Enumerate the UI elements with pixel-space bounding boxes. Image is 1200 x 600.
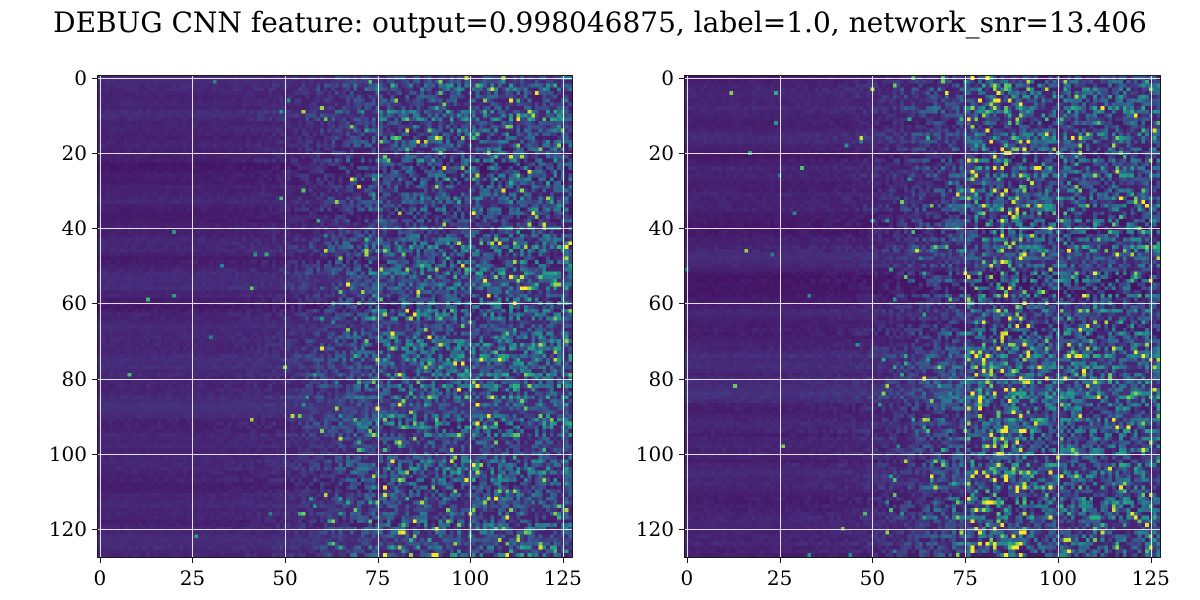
x-tick-mark (192, 557, 194, 563)
x-tick-mark (99, 557, 101, 563)
heatmap-canvas-right (685, 76, 1160, 557)
heatmap-plot-left: 0 25 50 75 100 125 0 20 40 60 80 100 120 (49, 66, 582, 590)
x-tick-mark (686, 557, 688, 563)
y-tick-label: 20 (61, 141, 87, 166)
y-tick-mark (92, 528, 98, 530)
y-tick-mark (679, 153, 685, 155)
x-tick-label: 50 (859, 566, 886, 590)
x-tick-label: 75 (364, 566, 391, 590)
x-tick-mark (965, 557, 967, 563)
y-tick-label: 60 (648, 291, 674, 316)
y-tick-mark (679, 77, 685, 79)
x-tick-label: 125 (1131, 566, 1170, 590)
y-tick-mark (92, 228, 98, 230)
y-tick-mark (92, 303, 98, 305)
x-tick-label: 0 (93, 566, 107, 590)
y-tick-label: 80 (61, 366, 87, 391)
x-tick-label: 25 (766, 566, 793, 590)
y-tick-label: 100 (48, 441, 87, 466)
x-tick-label: 25 (179, 566, 206, 590)
y-tick-label: 40 (61, 216, 87, 241)
y-tick-mark (92, 453, 98, 455)
y-tick-mark (92, 153, 98, 155)
y-tick-label: 0 (74, 65, 87, 90)
y-tick-mark (679, 228, 685, 230)
y-tick-label: 0 (661, 65, 674, 90)
x-tick-mark (562, 557, 564, 563)
y-tick-mark (679, 378, 685, 380)
y-tick-mark (679, 303, 685, 305)
y-tick-label: 80 (648, 366, 674, 391)
x-tick-label: 75 (952, 566, 978, 590)
heatmap-plot-right: 0 25 50 75 100 125 0 20 40 60 80 100 120 (636, 66, 1170, 590)
y-tick-label: 20 (648, 141, 674, 166)
y-tick-label: 40 (648, 216, 674, 241)
x-tick-label: 100 (1038, 566, 1078, 590)
x-tick-label: 0 (680, 566, 694, 590)
figure-title: DEBUG CNN feature: output=0.998046875, l… (53, 6, 1147, 39)
y-tick-mark (679, 528, 685, 530)
y-tick-mark (92, 77, 98, 79)
x-tick-mark (285, 557, 286, 563)
x-tick-mark (872, 557, 874, 563)
x-tick-mark (1150, 557, 1152, 563)
y-tick-mark (92, 378, 98, 380)
y-tick-label: 120 (48, 516, 87, 541)
x-tick-mark (377, 557, 379, 563)
x-tick-mark (779, 557, 781, 563)
y-tick-label: 120 (635, 516, 674, 541)
heatmap-canvas-left (98, 76, 572, 557)
y-tick-label: 100 (635, 441, 674, 466)
x-tick-label: 100 (451, 566, 490, 590)
x-tick-mark (1057, 557, 1059, 563)
x-tick-label: 50 (272, 566, 298, 590)
y-tick-mark (679, 453, 685, 455)
x-tick-label: 125 (543, 566, 582, 590)
x-tick-mark (470, 557, 472, 563)
y-tick-label: 60 (61, 291, 87, 316)
